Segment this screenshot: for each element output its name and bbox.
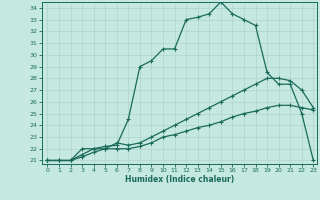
X-axis label: Humidex (Indice chaleur): Humidex (Indice chaleur) <box>124 175 234 184</box>
